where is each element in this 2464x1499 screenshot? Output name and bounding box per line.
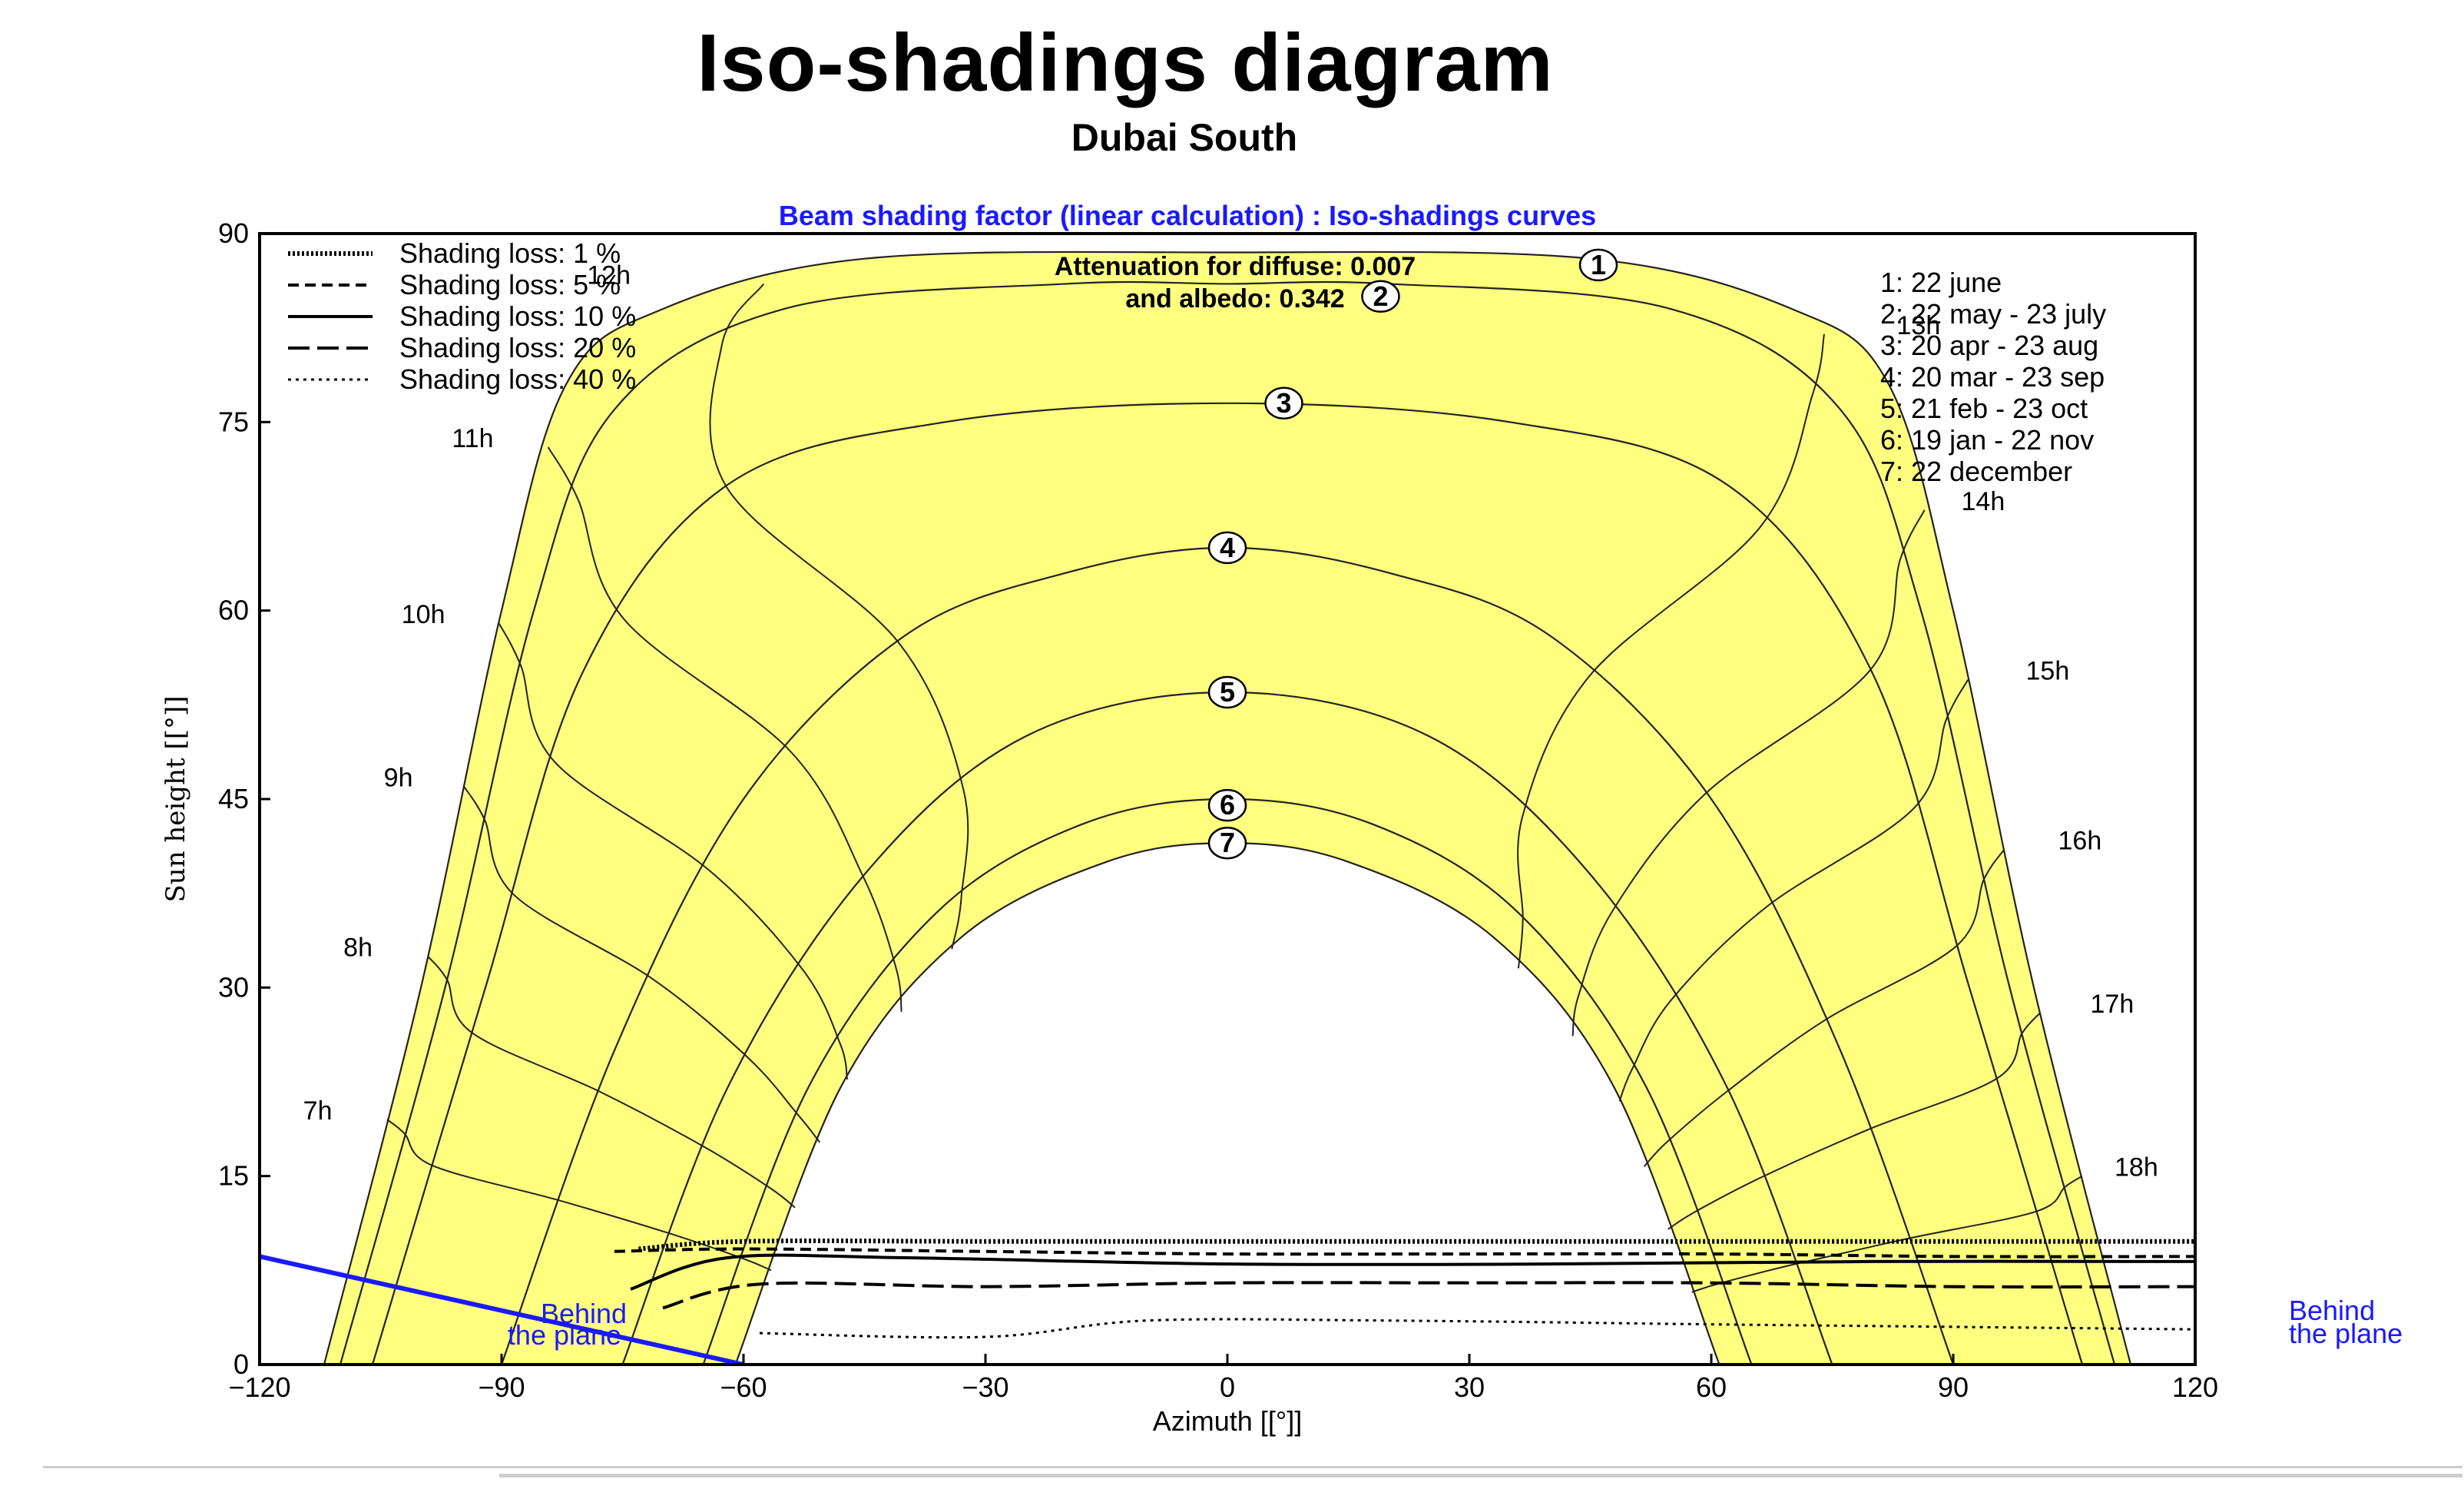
- date-marker-label: 3: [1276, 387, 1291, 419]
- hour-curve-16h: [1643, 848, 2005, 1167]
- hour-label: 18h: [2115, 1153, 2158, 1182]
- date-marker-label: 6: [1220, 789, 1235, 821]
- date-curve-3: [371, 402, 2084, 1365]
- date-legend-item: 4: 20 mar - 23 sep: [1880, 361, 2105, 393]
- x-tick-label: 30: [1454, 1371, 1485, 1403]
- date-legend-item: 3: 20 apr - 23 aug: [1880, 330, 2098, 361]
- bottom-divider: [43, 1466, 2462, 1468]
- y-tick-label: 30: [218, 971, 249, 1003]
- inner-hole: [735, 843, 1720, 1365]
- iso-shading-curves: [614, 1238, 2195, 1339]
- hour-label: 17h: [2091, 990, 2134, 1019]
- date-marker-label: 7: [1220, 827, 1235, 858]
- hour-curve-15h: [1618, 679, 1969, 1102]
- iso-curve-1: [638, 1238, 2195, 1252]
- date-marker-label: 1: [1591, 249, 1606, 280]
- iso-curve-10: [630, 1253, 2195, 1291]
- hour-label: 13h: [1897, 311, 1941, 340]
- date-curve-1: [323, 250, 2132, 1365]
- attenuation-albedo: and albedo: 0.342: [1125, 284, 1344, 313]
- date-legend-item: 7: 22 december: [1880, 456, 2072, 487]
- behind-plane-right-1: Behind: [2289, 1295, 2375, 1326]
- date-marker-label: 4: [1220, 532, 1235, 563]
- hour-label: 16h: [2058, 826, 2102, 855]
- attenuation-diffuse: Attenuation for diffuse: 0.007: [1055, 252, 1416, 281]
- page-subtitle: Dubai South: [1071, 116, 1298, 159]
- hour-label: 14h: [1962, 487, 2005, 516]
- legend-label: Shading loss: 40 %: [399, 363, 636, 395]
- hour-label: 12h: [587, 260, 631, 290]
- date-marker: [1207, 531, 1247, 565]
- date-legend-item: 2: 22 may - 23 july: [1880, 298, 2106, 330]
- hour-curve-12h: [709, 283, 969, 950]
- x-axis-label: Azimuth [[°]]: [1153, 1405, 1302, 1437]
- date-marker: [1207, 788, 1247, 822]
- hour-curve-13h: [1517, 333, 1825, 969]
- behind-plane-left-1: Behind: [541, 1298, 627, 1329]
- hour-label: 15h: [2026, 657, 2070, 686]
- hour-curve-17h: [1668, 1012, 2042, 1230]
- date-marker: [1578, 248, 1618, 282]
- date-marker: [1207, 675, 1247, 709]
- x-tick-label: −90: [478, 1371, 525, 1403]
- hour-curve-18h: [1691, 1175, 2083, 1293]
- hour-curve-9h: [463, 786, 821, 1143]
- date-marker: [1264, 386, 1303, 420]
- x-tick-label: −30: [962, 1371, 1008, 1403]
- date-curve-2: [339, 280, 2116, 1365]
- x-tick-label: 90: [1938, 1371, 1969, 1403]
- legend-label: Shading loss: 5 %: [399, 269, 621, 300]
- legend-label: Shading loss: 20 %: [399, 332, 636, 363]
- hour-label: 8h: [343, 933, 373, 962]
- y-tick-label: 75: [218, 406, 249, 437]
- date-legend-item: 5: 21 feb - 23 oct: [1880, 393, 2088, 424]
- y-axis: 0 15 30 45 60 75 90: [218, 217, 270, 1380]
- x-axis: −120 −90 −60 −30 0 30 60 90 120: [228, 1354, 2218, 1403]
- behind-plane-right-2: the plane: [2289, 1318, 2403, 1349]
- date-legend-item: 1: 22 june: [1880, 267, 2002, 298]
- x-tick-label: 60: [1696, 1371, 1727, 1403]
- date-legend-item: 6: 19 jan - 22 nov: [1880, 424, 2094, 456]
- x-tick-label: 120: [2172, 1371, 2218, 1403]
- date-marker: [1361, 280, 1400, 313]
- y-tick-label: 15: [218, 1160, 249, 1192]
- chart-title: Beam shading factor (linear calculation)…: [779, 200, 1596, 231]
- bottom-divider-thick: [499, 1474, 2462, 1477]
- legend-label: Shading loss: 10 %: [399, 300, 636, 332]
- date-marker: [1207, 826, 1247, 860]
- y-tick-label: 60: [218, 595, 249, 626]
- date-marker-label: 2: [1373, 280, 1388, 312]
- iso-curve-20: [662, 1281, 2195, 1310]
- page-title: Iso-shadings diagram: [697, 18, 1554, 108]
- hour-label: 9h: [384, 764, 413, 793]
- x-tick-label: 0: [1220, 1371, 1235, 1403]
- hour-label: 7h: [303, 1096, 333, 1126]
- iso-curve-5: [614, 1247, 2195, 1259]
- date-labels: 1 2 3 4 5 6 7: [1207, 248, 1618, 860]
- y-tick-label: 90: [218, 217, 249, 249]
- hour-curve-14h: [1571, 509, 1926, 1036]
- y-tick-label: 45: [218, 783, 249, 814]
- x-tick-label: −120: [228, 1371, 290, 1403]
- y-axis-label: Sun height [[°]]: [161, 696, 191, 903]
- hour-curve-10h: [498, 622, 848, 1080]
- hour-labels: 7h 8h 9h 10h 11h 12h 13h 14h 15h 16h 17h 18h: [303, 260, 2158, 1182]
- hour-curve-11h: [547, 446, 902, 1013]
- legend-loss: Shading loss: 1 %Shading loss: 5 %Shadin…: [288, 237, 636, 395]
- hour-label: 11h: [452, 424, 493, 453]
- plane-line: [260, 1254, 744, 1365]
- behind-plane-left-2: the plane: [508, 1319, 621, 1351]
- date-marker-label: 5: [1220, 676, 1235, 708]
- y-tick-label: 0: [233, 1348, 249, 1380]
- hour-curve-8h: [426, 955, 796, 1209]
- x-tick-label: −60: [720, 1371, 767, 1403]
- hour-label: 10h: [402, 600, 445, 629]
- legend-label: Shading loss: 1 %: [399, 237, 621, 269]
